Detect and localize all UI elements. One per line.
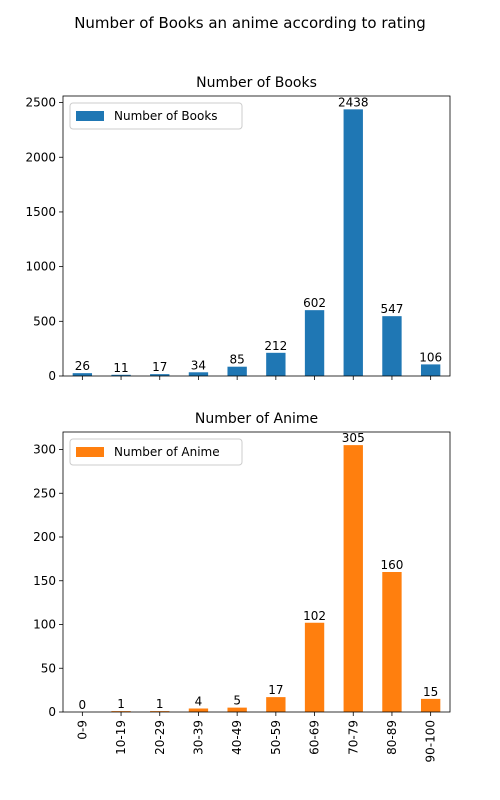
anime-data-label-10-19: 1 xyxy=(117,697,125,711)
books-axes-frame xyxy=(62,95,451,377)
books-bar-10-19 xyxy=(111,374,131,376)
anime-legend-label: Number of Anime xyxy=(114,445,220,459)
figure-title: Number of Books an anime according to ra… xyxy=(74,14,426,32)
books-bar-20-29 xyxy=(150,374,170,376)
books-bar-40-49 xyxy=(227,366,247,376)
anime-y-tick-label: 150 xyxy=(33,574,56,588)
anime-bar-10-19 xyxy=(111,711,131,712)
anime-bar-20-29 xyxy=(150,711,170,712)
books-data-label-40-49: 85 xyxy=(230,353,245,367)
anime-x-tick-label-20-29: 20-29 xyxy=(153,720,167,755)
books-y-tick-label: 2000 xyxy=(25,150,56,164)
anime-legend: Number of Anime xyxy=(69,438,243,466)
books-y-tick-label: 0 xyxy=(48,369,56,383)
anime-x-tick-label-10-19: 10-19 xyxy=(114,720,128,755)
anime-data-label-50-59: 17 xyxy=(268,683,283,697)
anime-axes-frame xyxy=(62,431,451,713)
books-data-label-20-29: 17 xyxy=(152,360,167,374)
books-data-label-50-59: 212 xyxy=(264,339,287,353)
books-bar-0-9 xyxy=(72,373,93,376)
books-y-tick-label: 1500 xyxy=(25,205,56,219)
anime-chart-title: Number of Anime xyxy=(195,411,318,427)
anime-y-tick-label: 100 xyxy=(33,618,56,632)
anime-bar-50-59 xyxy=(266,697,286,712)
books-chart-title: Number of Books xyxy=(196,75,317,91)
books-legend-swatch xyxy=(76,111,104,121)
books-data-label-60-69: 602 xyxy=(303,296,326,310)
books-data-label-0-9: 26 xyxy=(75,359,90,373)
books-legend-box xyxy=(69,102,243,130)
books-bar-30-39 xyxy=(188,372,209,376)
books-data-label-30-39: 34 xyxy=(191,358,206,372)
books-bar-50-59 xyxy=(266,352,286,376)
books-chart-panel: Number of Books 26 11 17 34 85 212 602 2438 547 10… xyxy=(25,75,451,383)
anime-bar-80-89 xyxy=(382,572,402,712)
books-y-tick-label: 500 xyxy=(33,314,56,328)
books-bar-70-79 xyxy=(343,109,363,376)
books-legend: Number of Books xyxy=(69,102,243,130)
anime-data-label-30-39: 4 xyxy=(195,695,203,709)
anime-x-tick-label-30-39: 30-39 xyxy=(191,720,205,755)
anime-x-tick-label-70-79: 70-79 xyxy=(346,720,360,755)
anime-data-label-0-9: 0 xyxy=(79,698,87,712)
anime-x-tick-label-40-49: 40-49 xyxy=(230,720,244,755)
anime-data-label-80-89: 160 xyxy=(380,558,403,572)
books-legend-label: Number of Books xyxy=(114,109,218,123)
books-bar-80-89 xyxy=(382,316,402,376)
books-y-tick-label: 2500 xyxy=(25,96,56,110)
anime-x-tick-label-0-9: 0-9 xyxy=(75,720,89,740)
books-bar-60-69 xyxy=(304,310,325,376)
books-y-tick-label: 1000 xyxy=(25,260,56,274)
anime-x-tick-label-80-89: 80-89 xyxy=(385,720,399,755)
anime-y-tick-label: 0 xyxy=(48,705,56,719)
books-data-label-10-19: 11 xyxy=(113,361,128,375)
anime-bar-30-39 xyxy=(188,708,209,712)
anime-x-tick-label-60-69: 60-69 xyxy=(308,720,322,755)
anime-y-tick-label: 300 xyxy=(33,443,56,457)
anime-data-label-90-100: 15 xyxy=(423,685,438,699)
anime-bar-70-79 xyxy=(343,445,363,712)
anime-bar-60-69 xyxy=(304,622,325,712)
anime-data-label-60-69: 102 xyxy=(303,609,326,623)
books-data-label-80-89: 547 xyxy=(380,302,403,316)
anime-y-tick-label: 200 xyxy=(33,530,56,544)
anime-bar-90-100 xyxy=(420,698,441,712)
anime-y-tick-label: 250 xyxy=(33,486,56,500)
anime-x-tick-label-50-59: 50-59 xyxy=(269,720,283,755)
books-data-label-70-79: 2438 xyxy=(338,95,369,109)
books-data-label-90-100: 106 xyxy=(419,350,442,364)
anime-x-tick-label-90-100: 90-100 xyxy=(424,720,438,763)
anime-legend-box xyxy=(69,438,243,466)
anime-data-label-20-29: 1 xyxy=(156,697,164,711)
anime-bar-40-49 xyxy=(227,707,247,712)
anime-data-label-40-49: 5 xyxy=(233,694,241,708)
anime-legend-swatch xyxy=(76,447,104,457)
anime-y-tick-label: 50 xyxy=(41,661,56,675)
books-bar-90-100 xyxy=(420,364,441,376)
anime-data-label-70-79: 305 xyxy=(342,431,365,445)
